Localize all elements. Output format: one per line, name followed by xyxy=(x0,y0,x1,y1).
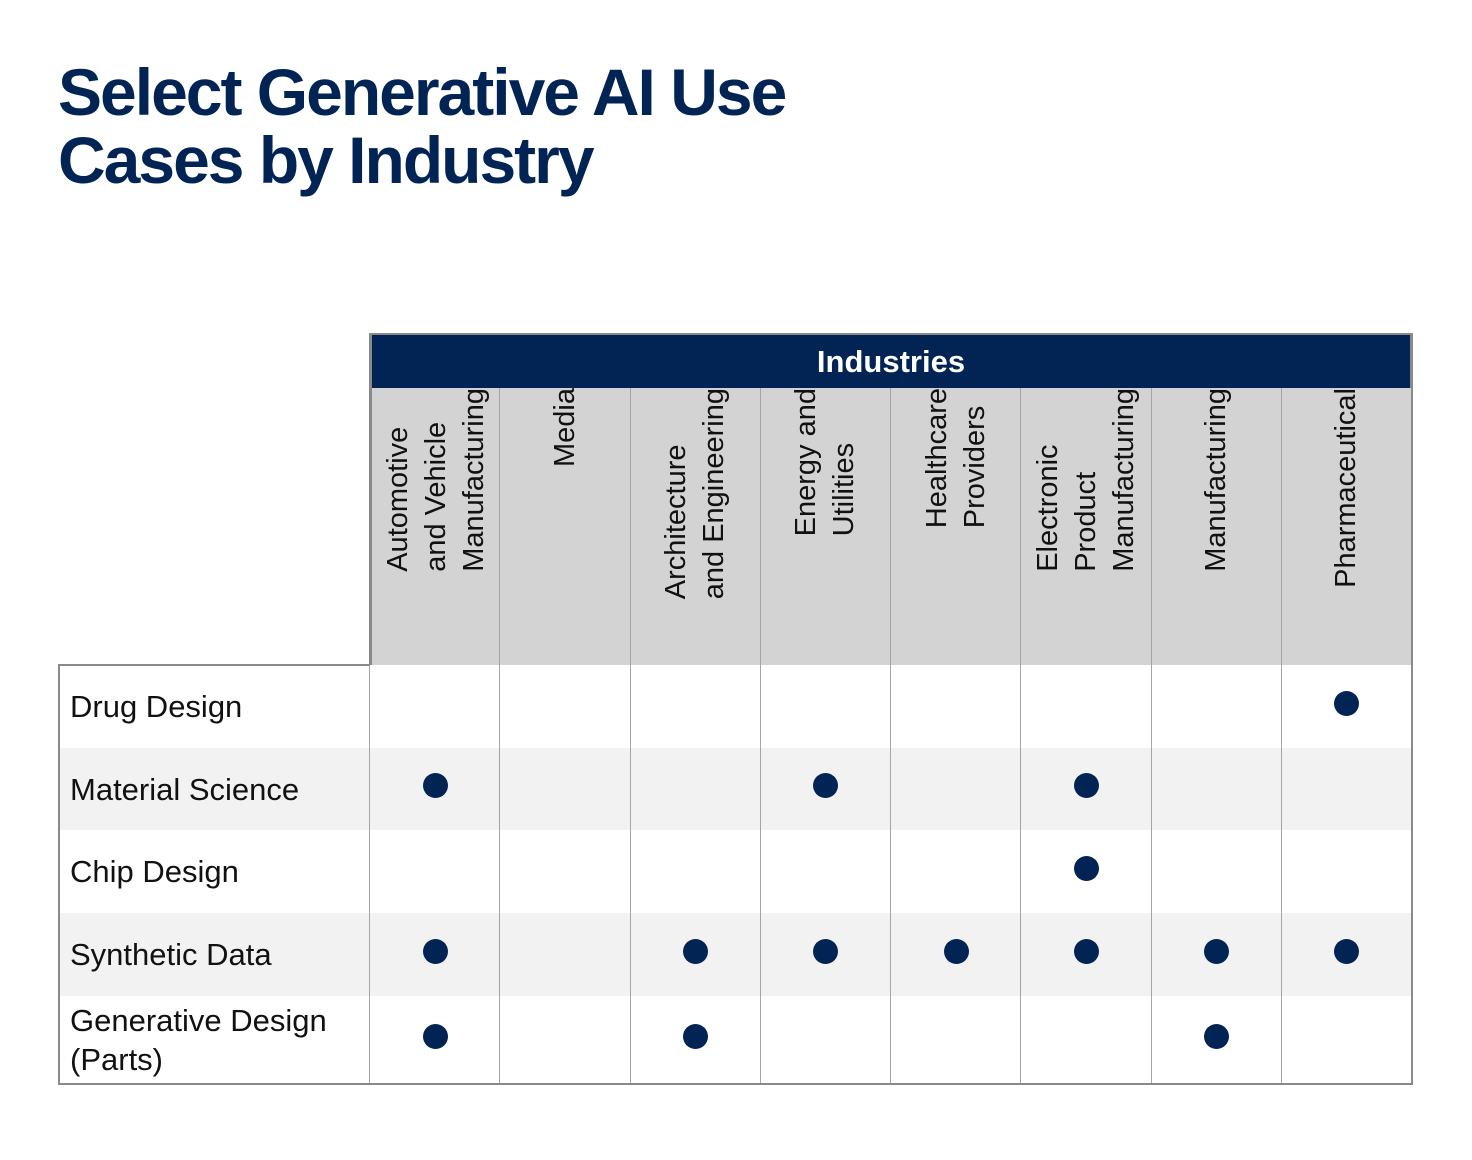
column-header-line: Healthcare xyxy=(920,388,953,529)
row-label-line: Drug Design xyxy=(70,689,243,724)
border xyxy=(369,333,371,665)
column-header-text: Architecture and Engineering xyxy=(657,388,733,611)
row-label: Drug Design xyxy=(58,665,370,748)
column-header: Pharmaceutical xyxy=(1281,388,1412,665)
dot xyxy=(813,938,839,964)
column-header-text: Manufacturing xyxy=(1197,388,1235,584)
column-header-text: Electronic Product Manufacturing xyxy=(1029,388,1143,584)
column-header-line: Automotive xyxy=(381,426,414,572)
column-header-text: Pharmaceutical xyxy=(1327,388,1365,600)
dot xyxy=(1334,938,1360,964)
row-background xyxy=(58,830,1412,913)
dot xyxy=(683,1024,709,1049)
grid-line xyxy=(1020,665,1022,1084)
group-header: Industries xyxy=(370,333,1412,388)
dot xyxy=(943,938,969,964)
border xyxy=(58,664,370,666)
column-header-line: Media xyxy=(548,388,581,467)
column-header-line: Manufacturing xyxy=(457,388,490,572)
row-label-line: Chip Design xyxy=(70,854,239,889)
column-header-line: Pharmaceutical xyxy=(1330,388,1363,588)
title-line: Cases by Industry xyxy=(58,123,595,197)
column-header-line: and Engineering xyxy=(698,388,731,600)
grid-line xyxy=(890,665,891,1084)
dot xyxy=(1204,1024,1230,1049)
column-header: Architecture and Engineering xyxy=(630,388,761,665)
column-header-line: Manufacturing xyxy=(1200,388,1233,572)
row-label: Chip Design xyxy=(58,830,370,913)
dot xyxy=(422,938,448,964)
row-background xyxy=(58,665,1412,748)
column-header-text: Healthcare Providers xyxy=(918,388,994,540)
title-line: Select Generative AI Use xyxy=(58,55,787,129)
grid-line xyxy=(759,665,761,1084)
row-background xyxy=(58,913,1412,996)
dot xyxy=(683,938,709,964)
dot xyxy=(1204,938,1230,964)
row-label: Generative Design (Parts) xyxy=(58,996,370,1084)
column-header: Manufacturing xyxy=(1151,388,1282,665)
dot xyxy=(1073,855,1099,881)
column-header: Electronic Product Manufacturing xyxy=(1021,388,1152,665)
row-label: Synthetic Data xyxy=(58,913,370,996)
border xyxy=(1411,333,1413,1084)
grid-line xyxy=(1150,665,1152,1084)
column-header-line: Electronic xyxy=(1031,444,1064,572)
column-header-line: Energy and xyxy=(790,388,823,537)
column-header-line: Architecture xyxy=(660,444,693,600)
dot xyxy=(422,773,448,798)
row-background xyxy=(58,748,1412,830)
dot xyxy=(1073,938,1099,964)
grid-line xyxy=(499,665,501,1084)
grid-line xyxy=(629,665,631,1084)
column-header-line: Product xyxy=(1069,471,1102,572)
border xyxy=(58,1083,1413,1085)
column-header: Energy and Utilities xyxy=(760,388,891,665)
row-label-line: Generative Design xyxy=(70,1003,327,1038)
title: Select Generative AI Use Cases by Indust… xyxy=(58,55,787,197)
row-label-line: Synthetic Data xyxy=(70,937,272,972)
column-header-line: Manufacturing xyxy=(1107,388,1140,572)
border xyxy=(58,664,60,1085)
row-label: Material Science xyxy=(58,748,370,830)
column-header: Media xyxy=(500,388,631,665)
dot xyxy=(422,1024,448,1049)
row-label-line: (Parts) xyxy=(70,1042,163,1077)
dot xyxy=(1073,773,1099,798)
column-header-line: Providers xyxy=(958,405,991,529)
column-header: Automotive and Vehicle Manufacturing xyxy=(370,388,501,665)
dot xyxy=(813,773,839,798)
column-header-text: Energy and Utilities xyxy=(787,388,863,548)
column-header-text: Automotive and Vehicle Manufacturing xyxy=(379,388,493,584)
column-header-text: Media xyxy=(546,388,584,479)
column-header: Healthcare Providers xyxy=(891,388,1022,665)
row-label-line: Material Science xyxy=(70,771,300,807)
grid-line xyxy=(369,665,370,1084)
column-header-line: Utilities xyxy=(828,442,861,537)
dot xyxy=(1334,690,1360,716)
grid-line xyxy=(1280,665,1282,1084)
row-background xyxy=(58,996,1412,1084)
column-header-line: and Vehicle xyxy=(419,421,452,572)
